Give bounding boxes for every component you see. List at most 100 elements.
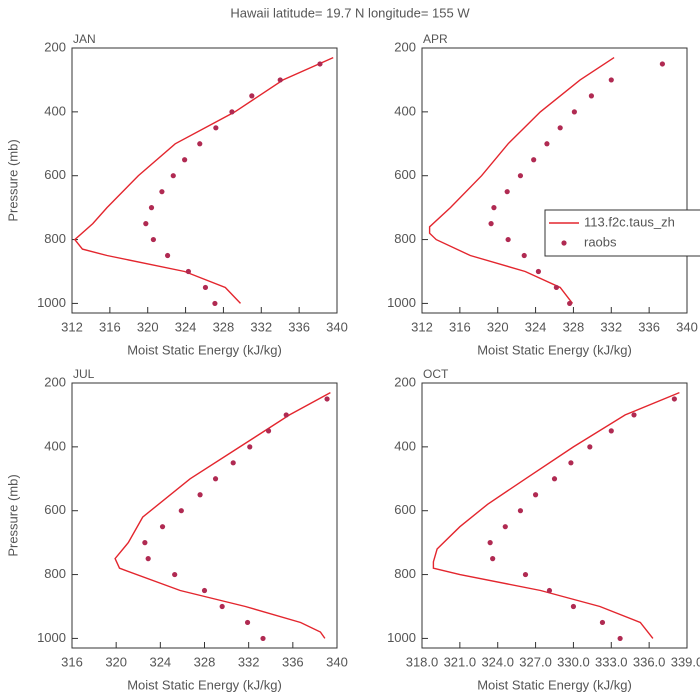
legend-dot <box>561 240 567 246</box>
obs-point <box>212 476 219 482</box>
obs-point <box>531 157 537 163</box>
legend-label: 113.f2c.taus_zh <box>584 214 675 229</box>
obs-point <box>608 428 614 434</box>
obs-point <box>659 61 665 67</box>
obs-point <box>197 141 203 147</box>
x-tick-label: 320 <box>487 319 509 334</box>
x-tick-label: 336 <box>288 319 310 334</box>
x-tick-label: 321.0 <box>444 654 477 669</box>
obs-point <box>201 587 208 594</box>
x-tick-label: 328 <box>213 319 235 334</box>
plot-frame <box>421 382 688 649</box>
profile-line <box>428 57 615 304</box>
panel-label: JAN <box>73 32 96 46</box>
x-tick-label: 330.0 <box>557 654 590 669</box>
y-axis-title: Pressure (mb) <box>5 474 20 556</box>
obs-point <box>488 221 494 227</box>
obs-point <box>148 205 155 211</box>
plot-frame <box>71 382 338 649</box>
x-tick-label: 312 <box>61 319 83 334</box>
y-tick-label: 600 <box>44 502 66 517</box>
x-tick-label: 332 <box>250 319 272 334</box>
panel-label: OCT <box>423 367 449 381</box>
plot-frame <box>421 47 688 314</box>
y-tick-label: 200 <box>394 374 416 389</box>
obs-point <box>571 109 577 115</box>
x-tick-label: 316 <box>99 319 121 334</box>
obs-point <box>505 236 511 243</box>
legend-label: raobs <box>584 234 617 249</box>
x-tick-label: 336 <box>282 654 304 669</box>
obs-point <box>317 61 323 67</box>
obs-point <box>172 571 178 578</box>
x-tick-label: 316 <box>61 654 83 669</box>
x-tick-label: 327.0 <box>519 654 552 669</box>
obs-point <box>553 284 559 291</box>
obs-point <box>249 93 255 99</box>
obs-point <box>587 444 593 450</box>
obs-point <box>490 556 496 562</box>
obs-point <box>150 236 156 243</box>
x-tick-label: 340 <box>326 319 348 334</box>
obs-point <box>522 571 529 578</box>
obs-point <box>142 540 148 546</box>
obs-point <box>283 412 289 418</box>
x-tick-label: 320 <box>105 654 127 669</box>
x-axis-title: Moist Static Energy (kJ/kg) <box>127 677 282 692</box>
obs-point <box>213 125 219 131</box>
obs-point <box>229 109 235 115</box>
x-tick-label: 340 <box>326 654 348 669</box>
obs-point <box>145 556 151 562</box>
obs-point <box>185 268 192 275</box>
obs-point <box>260 635 266 642</box>
x-tick-label: 332 <box>600 319 622 334</box>
obs-point <box>608 77 614 83</box>
obs-point <box>202 284 209 291</box>
obs-point <box>178 508 184 514</box>
obs-point <box>324 396 330 402</box>
x-tick-label: 336.0 <box>633 654 666 669</box>
x-axis-title: Moist Static Energy (kJ/kg) <box>127 342 282 357</box>
x-tick-label: 324 <box>149 654 171 669</box>
y-tick-label: 1000 <box>387 295 416 310</box>
x-tick-label: 320 <box>137 319 159 334</box>
obs-point <box>197 492 203 498</box>
obs-point <box>532 492 539 498</box>
obs-point <box>599 619 606 626</box>
y-tick-label: 800 <box>44 566 66 581</box>
obs-point <box>535 268 542 275</box>
obs-point <box>230 460 236 466</box>
obs-point <box>588 93 595 99</box>
obs-point <box>544 141 550 147</box>
y-tick-label: 600 <box>394 167 416 182</box>
obs-point <box>491 205 497 211</box>
obs-point <box>212 300 218 307</box>
y-tick-label: 800 <box>394 566 416 581</box>
figure-title: Hawaii latitude= 19.7 N longitude= 155 W <box>230 5 470 20</box>
profile-line <box>114 391 331 639</box>
y-tick-label: 400 <box>394 103 416 118</box>
panel-label: JUL <box>73 367 95 381</box>
x-tick-label: 328 <box>194 654 216 669</box>
obs-point <box>568 460 574 466</box>
y-tick-label: 200 <box>44 374 66 389</box>
x-tick-label: 333.0 <box>595 654 628 669</box>
x-tick-label: 339.0 <box>671 654 700 669</box>
obs-point <box>546 587 553 594</box>
x-tick-label: 312 <box>411 319 433 334</box>
x-axis-title: Moist Static Energy (kJ/kg) <box>477 342 632 357</box>
obs-point <box>164 252 171 259</box>
obs-point <box>182 157 188 163</box>
y-tick-label: 600 <box>394 502 416 517</box>
obs-point <box>219 603 225 610</box>
x-tick-label: 336 <box>638 319 660 334</box>
obs-point <box>159 189 165 195</box>
obs-point <box>244 619 251 626</box>
y-tick-label: 200 <box>394 39 416 54</box>
x-tick-label: 328 <box>563 319 585 334</box>
x-tick-label: 332 <box>238 654 260 669</box>
plot-frame <box>71 47 338 314</box>
y-tick-label: 1000 <box>387 630 416 645</box>
obs-point <box>159 524 166 530</box>
